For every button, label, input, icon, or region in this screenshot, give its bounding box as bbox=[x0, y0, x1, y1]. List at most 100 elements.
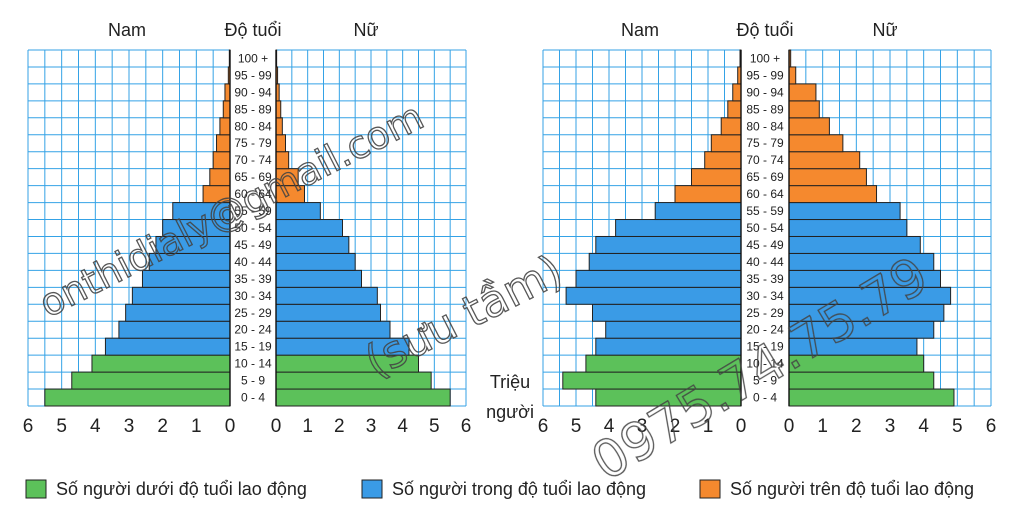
x-tick-label-female: 4 bbox=[918, 416, 929, 437]
age-group-label: 75 - 79 bbox=[234, 136, 272, 150]
bar-male bbox=[710, 134, 742, 153]
population-pyramid-left: Nam Độ tuổi Nữ 0 - 4 5 - 9 10 - 14 15 - 19 20 -… bbox=[23, 20, 472, 437]
x-tick-label-male: 1 bbox=[191, 416, 202, 437]
bar-female bbox=[275, 134, 286, 153]
bar-female bbox=[788, 185, 878, 204]
x-tick-label-male: 6 bbox=[23, 416, 34, 437]
bar-male bbox=[212, 151, 231, 170]
bar-male bbox=[615, 219, 742, 237]
age-group-label: 65 - 69 bbox=[234, 170, 272, 184]
age-group-label: 50 - 54 bbox=[746, 221, 784, 235]
age-group-label: 80 - 84 bbox=[234, 119, 272, 133]
bar-male bbox=[44, 388, 231, 407]
bar-male bbox=[219, 117, 231, 136]
x-tick-label-female: 1 bbox=[817, 416, 828, 437]
legend-label-under: Số người dưới độ tuổi lao động bbox=[56, 479, 307, 499]
bar-male bbox=[704, 151, 742, 170]
x-tick-label-female: 0 bbox=[784, 416, 795, 437]
bar-female bbox=[275, 219, 343, 237]
bar-male bbox=[727, 100, 742, 119]
x-tick-label-male: 3 bbox=[124, 416, 135, 437]
age-group-label: 20 - 24 bbox=[746, 323, 784, 337]
bar-female bbox=[788, 117, 830, 136]
age-group-label: 85 - 89 bbox=[234, 102, 272, 116]
bar-female bbox=[788, 371, 935, 390]
bar-male bbox=[732, 83, 742, 102]
bar-female bbox=[275, 286, 378, 305]
age-group-label: 10 - 14 bbox=[234, 357, 272, 371]
bar-male bbox=[209, 168, 231, 187]
x-tick-label-female: 4 bbox=[397, 416, 408, 437]
legend-swatch-under bbox=[25, 479, 47, 499]
x-tick-label-female: 5 bbox=[952, 416, 963, 437]
legend: Số người dưới độ tuổi lao động Số người … bbox=[25, 479, 974, 499]
age-group-label: 0 - 4 bbox=[753, 391, 777, 405]
age-group-label: 30 - 34 bbox=[234, 289, 272, 303]
bar-male bbox=[575, 269, 742, 288]
bar-female bbox=[788, 134, 844, 153]
x-tick-label-female: 6 bbox=[986, 416, 997, 437]
age-group-label: 90 - 94 bbox=[234, 85, 272, 99]
bar-female bbox=[788, 219, 908, 237]
x-tick-label-female: 2 bbox=[334, 416, 345, 437]
bar-female bbox=[275, 117, 283, 136]
age-group-label: 0 - 4 bbox=[241, 391, 265, 405]
x-tick-label-male: 0 bbox=[736, 416, 747, 437]
age-group-label: 60 - 64 bbox=[746, 187, 784, 201]
x-tick-label-male: 6 bbox=[538, 416, 549, 437]
bar-female bbox=[275, 269, 362, 288]
bar-male bbox=[565, 286, 742, 305]
age-group-label: 90 - 94 bbox=[746, 85, 784, 99]
age-group-label: 50 - 54 bbox=[234, 221, 272, 235]
x-tick-label-female: 2 bbox=[851, 416, 862, 437]
x-tick-label-female: 3 bbox=[885, 416, 896, 437]
bar-male bbox=[91, 354, 231, 373]
legend-label-working: Số người trong độ tuổi lao động bbox=[392, 479, 646, 499]
bar-male bbox=[224, 83, 231, 102]
header-female-label: Nữ bbox=[872, 20, 897, 40]
age-group-label: 100 + bbox=[238, 51, 268, 65]
age-group-label: 55 - 59 bbox=[746, 204, 784, 218]
x-tick-label-male: 2 bbox=[157, 416, 168, 437]
bar-male bbox=[605, 320, 742, 339]
bar-female bbox=[788, 168, 867, 187]
x-tick-label-male: 2 bbox=[670, 416, 681, 437]
x-tick-label-male: 0 bbox=[225, 416, 236, 437]
bar-female bbox=[788, 388, 955, 407]
age-group-label: 30 - 34 bbox=[746, 289, 784, 303]
age-group-label: 95 - 99 bbox=[234, 68, 272, 82]
bar-female bbox=[275, 252, 356, 271]
watermark-note: (sưu tầm) bbox=[357, 245, 571, 388]
legend-swatch-working bbox=[361, 479, 383, 499]
age-group-label: 5 - 9 bbox=[753, 374, 777, 388]
legend-label-over: Số người trên độ tuổi lao động bbox=[730, 479, 974, 499]
x-tick-label-female: 6 bbox=[461, 416, 472, 437]
bar-male bbox=[595, 235, 742, 254]
age-group-label: 55 - 59 bbox=[234, 204, 272, 218]
bar-male bbox=[595, 337, 742, 356]
bar-male bbox=[592, 303, 742, 322]
age-group-label: 20 - 24 bbox=[234, 323, 272, 337]
bar-male bbox=[125, 303, 231, 322]
bar-male bbox=[691, 168, 742, 187]
age-group-label: 15 - 19 bbox=[746, 340, 784, 354]
bar-male bbox=[654, 202, 742, 221]
x-tick-label-male: 4 bbox=[90, 416, 101, 437]
bar-male bbox=[131, 286, 231, 305]
age-group-label: 95 - 99 bbox=[746, 68, 784, 82]
x-tick-label-male: 5 bbox=[56, 416, 67, 437]
unit-label-line1: Triệu bbox=[490, 372, 530, 392]
bar-male bbox=[720, 117, 742, 136]
bar-female bbox=[275, 235, 350, 254]
unit-label-line2: người bbox=[486, 402, 534, 422]
age-group-label: 10 - 14 bbox=[746, 357, 784, 371]
bar-female bbox=[788, 202, 901, 221]
header-age-label: Độ tuổi bbox=[736, 20, 793, 40]
age-group-label: 5 - 9 bbox=[241, 374, 265, 388]
header-age-label: Độ tuổi bbox=[224, 20, 281, 40]
x-tick-label-male: 4 bbox=[604, 416, 615, 437]
bar-male bbox=[222, 100, 231, 119]
bar-male bbox=[674, 185, 742, 204]
bar-male bbox=[104, 337, 231, 356]
